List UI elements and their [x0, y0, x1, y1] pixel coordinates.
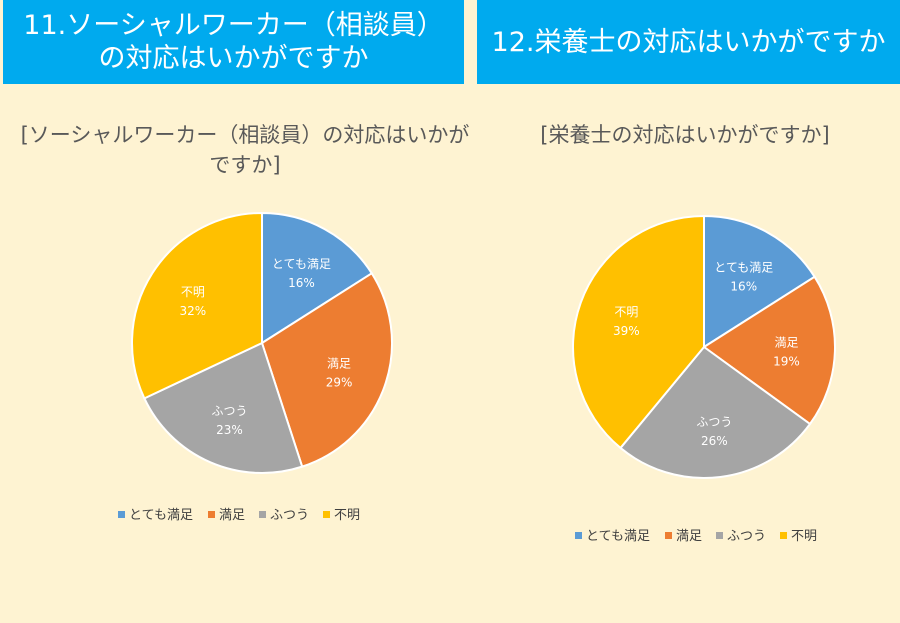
sw-slice-category-label-0: とても満足	[272, 257, 331, 271]
nut-legend-swatch-2	[716, 532, 723, 539]
nut-slice-value-label-0: 16%	[730, 280, 757, 294]
nut-pie-slice-3	[572, 214, 705, 450]
chart-title-social-worker-line-2: ですか]	[209, 153, 281, 177]
nut-pie-slice-1	[702, 275, 836, 426]
header-question-11: 11.ソーシャルワーカー（相談員） の対応はいかがですか	[3, 0, 464, 84]
nut-legend-label-3: 不明	[791, 529, 817, 544]
header-question-12: 12.栄養士の対応はいかがですか	[477, 0, 900, 84]
nut-slice-value-label-2: 26%	[701, 434, 728, 448]
sw-legend-label-1: 満足	[219, 508, 245, 523]
sw-legend-swatch-3	[323, 511, 330, 518]
nut-slice-category-label-3: 不明	[614, 305, 638, 319]
nut-legend-label-0: とても満足	[586, 529, 650, 544]
sw-legend-label-2: ふつう	[270, 508, 309, 523]
nut-legend-swatch-3	[780, 532, 787, 539]
nut-slice-value-label-3: 39%	[613, 324, 640, 338]
header-question-11-line-2: の対応はいかがですか	[98, 43, 369, 74]
sw-slice-category-label-2: ふつう	[211, 404, 247, 418]
sw-legend-label-0: とても満足	[129, 508, 193, 523]
sw-pie-slice-3	[131, 211, 263, 400]
sw-slice-category-label-1: 満足	[327, 357, 351, 371]
sw-slice-category-label-3: 不明	[181, 285, 205, 299]
nut-legend-label-1: 満足	[676, 529, 702, 544]
sw-slice-value-label-2: 23%	[216, 423, 243, 437]
sw-pie-slice-1	[260, 271, 393, 468]
nut-legend-label-2: ふつう	[727, 529, 766, 544]
sw-legend-swatch-0	[118, 511, 125, 518]
sw-slice-value-label-1: 29%	[326, 376, 353, 390]
sw-legend-swatch-2	[259, 511, 266, 518]
header-question-12-title: 12.栄養士の対応はいかがですか	[491, 26, 886, 58]
chart-title-nutritionist: [栄養士の対応はいかがですか]	[470, 120, 900, 150]
nut-legend-swatch-1	[665, 532, 672, 539]
chart-title-social-worker: [ソーシャルワーカー（相談員）の対応はいかが ですか]	[0, 120, 490, 180]
nut-pie-slice-0	[703, 214, 816, 349]
chart-title-social-worker-line-1: [ソーシャルワーカー（相談員）の対応はいかが	[20, 123, 470, 147]
nut-slice-category-label-1: 満足	[774, 336, 798, 350]
header-question-11-line-1: 11.ソーシャルワーカー（相談員）	[23, 10, 444, 41]
sw-legend-label-3: 不明	[334, 508, 360, 523]
nut-pie-slice-2	[619, 345, 812, 479]
sw-legend-swatch-1	[208, 511, 215, 518]
chart-title-nutritionist-line-1: [栄養士の対応はいかがですか]	[540, 123, 830, 147]
nut-slice-category-label-2: ふつう	[696, 415, 732, 429]
nut-slice-category-label-0: とても満足	[714, 261, 773, 275]
sw-slice-value-label-0: 16%	[288, 276, 315, 290]
nut-legend-swatch-0	[575, 532, 582, 539]
nut-slice-value-label-1: 19%	[773, 355, 800, 369]
sw-slice-value-label-3: 32%	[180, 304, 207, 318]
sw-pie-slice-2	[143, 341, 304, 474]
sw-pie-slice-0	[261, 211, 374, 345]
